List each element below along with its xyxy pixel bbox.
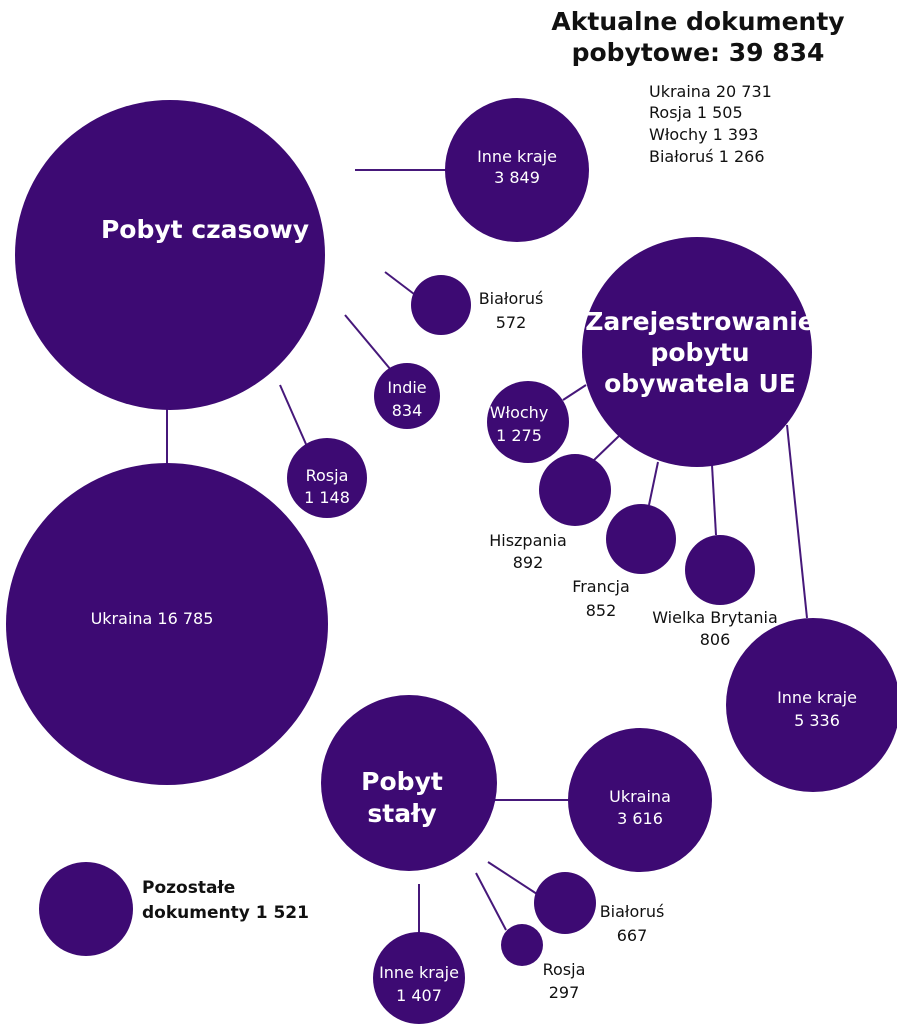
label-ue-hiszpania-value: 892 bbox=[513, 553, 544, 572]
label-staly-rosja-value: 297 bbox=[549, 983, 580, 1002]
label-ue-inne-name: Inne kraje bbox=[777, 688, 857, 707]
label-czasowy-bialorus-name: Białoruś bbox=[479, 289, 544, 308]
label-ue-francja-name: Francja bbox=[572, 577, 630, 596]
label-pozostale-line1: Pozostałe bbox=[142, 878, 235, 898]
connector-ue-inne bbox=[786, 424, 808, 619]
bubble-staly-ukraina bbox=[568, 728, 712, 872]
connector-ue-wlochy bbox=[562, 384, 587, 401]
title-line1: Aktualne dokumenty bbox=[551, 7, 844, 36]
bubble-ue bbox=[582, 237, 812, 467]
label-ue-line3: obywatela UE bbox=[604, 369, 796, 398]
bubble-pobyt-staly bbox=[321, 695, 497, 871]
label-pobyt-czasowy: Pobyt czasowy bbox=[101, 215, 309, 244]
label-ue-line1: Zarejestrowanie bbox=[585, 307, 814, 336]
title-country-2: Włochy 1 393 bbox=[649, 125, 758, 144]
label-staly-ukraina-name: Ukraina bbox=[609, 787, 671, 806]
title-country-3: Białoruś 1 266 bbox=[649, 147, 765, 166]
connector-czasowy-rosja bbox=[279, 384, 310, 452]
bubbles bbox=[6, 98, 897, 1024]
bubble-pobyt-czasowy bbox=[15, 100, 325, 410]
label-czasowy-rosja-name: Rosja bbox=[306, 466, 349, 485]
bubble-czasowy-bialorus bbox=[411, 275, 471, 335]
bubble-czasowy-rosja bbox=[287, 438, 367, 518]
label-staly-rosja-name: Rosja bbox=[543, 960, 586, 979]
label-staly-ukraina-value: 3 616 bbox=[617, 809, 663, 828]
bubble-czasowy-ukraina bbox=[6, 463, 328, 785]
label-staly-bialorus-value: 667 bbox=[617, 926, 648, 945]
connector-ue-francja bbox=[648, 461, 659, 506]
title-country-0: Ukraina 20 731 bbox=[649, 82, 772, 101]
connector-czasowy-bialorus bbox=[384, 271, 415, 295]
bubble-staly-rosja bbox=[501, 924, 543, 966]
label-czasowy-inne-name: Inne kraje bbox=[477, 147, 557, 166]
label-ue-line2: pobytu bbox=[650, 338, 749, 367]
label-ue-hiszpania-name: Hiszpania bbox=[489, 531, 567, 550]
label-staly-bialorus-name: Białoruś bbox=[600, 902, 665, 921]
label-pobyt-staly-line1: Pobyt bbox=[361, 767, 443, 796]
label-pobyt-staly-line2: stały bbox=[367, 799, 436, 828]
bubble-czasowy-inne-kraje bbox=[445, 98, 589, 242]
connectors bbox=[166, 169, 808, 937]
label-czasowy-indie-value: 834 bbox=[392, 401, 423, 420]
bubble-ue-francja bbox=[606, 504, 676, 574]
label-czasowy-bialorus-value: 572 bbox=[496, 313, 527, 332]
connector-czasowy-indie bbox=[344, 314, 392, 371]
label-ue-wielka-brytania-value: 806 bbox=[700, 630, 731, 649]
label-czasowy-inne-value: 3 849 bbox=[494, 168, 540, 187]
connector-staly-bialorus bbox=[487, 861, 538, 895]
connector-staly-rosja bbox=[475, 872, 507, 931]
label-ue-wielka-brytania-name: Wielka Brytania bbox=[652, 608, 778, 627]
label-ue-francja-value: 852 bbox=[586, 601, 617, 620]
connector-ue-hiszpania bbox=[593, 434, 621, 461]
label-staly-inne-value: 1 407 bbox=[396, 986, 442, 1005]
bubble-ue-hiszpania bbox=[539, 454, 611, 526]
label-ue-wlochy-value: 1 275 bbox=[496, 426, 542, 445]
bubble-pozostale bbox=[39, 862, 133, 956]
bubble-ue-inne-kraje bbox=[726, 618, 897, 792]
bubble-staly-inne-kraje bbox=[373, 932, 465, 1024]
bubble-czasowy-indie bbox=[374, 363, 440, 429]
label-pozostale-line2: dokumenty 1 521 bbox=[142, 903, 309, 923]
bubble-ue-wlochy bbox=[487, 381, 569, 463]
title-line2: pobytowe: 39 834 bbox=[572, 38, 825, 67]
bubble-staly-bialorus bbox=[534, 872, 596, 934]
connector-ue-wielka-brytania bbox=[711, 464, 717, 536]
bubble-ue-wielka-brytania bbox=[685, 535, 755, 605]
label-czasowy-indie-name: Indie bbox=[387, 378, 426, 397]
label-czasowy-rosja-value: 1 148 bbox=[304, 488, 350, 507]
title-country-1: Rosja 1 505 bbox=[649, 103, 743, 122]
label-ue-wlochy-name: Włochy bbox=[490, 403, 549, 422]
label-staly-inne-name: Inne kraje bbox=[379, 963, 459, 982]
label-ue-inne-value: 5 336 bbox=[794, 711, 840, 730]
label-czasowy-ukraina: Ukraina 16 785 bbox=[91, 609, 214, 628]
